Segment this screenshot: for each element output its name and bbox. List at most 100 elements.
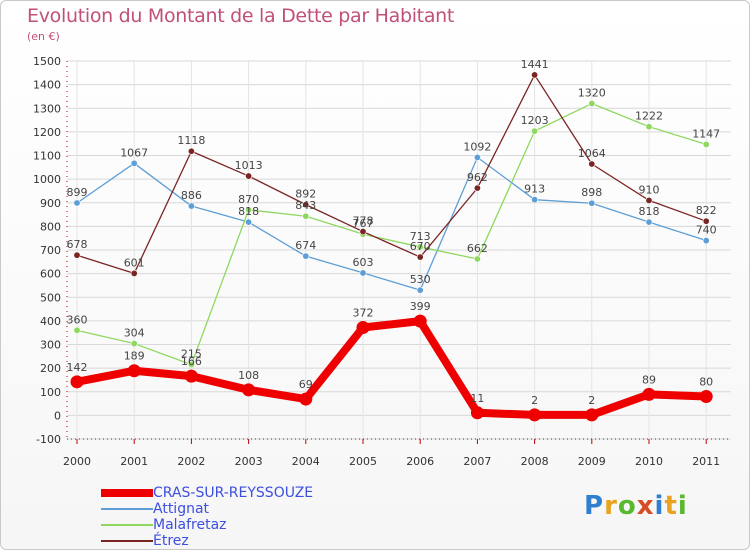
data-label-cras-sur-reyssouze: 372 (353, 306, 374, 319)
data-label-malafretaz: 1320 (578, 87, 606, 100)
data-point-etrez (187, 147, 195, 155)
series-line-etrez (76, 74, 707, 275)
chart-subtitle: (en €) (27, 30, 60, 43)
legend-swatch (101, 508, 153, 510)
data-point-cras-sur-reyssouze (642, 387, 656, 401)
legend-swatch (101, 489, 153, 497)
x-tick-label: 2009 (578, 455, 606, 468)
y-tick-label: 1100 (33, 150, 61, 163)
data-label-attignat: 886 (181, 189, 202, 202)
y-tick-label: 500 (40, 291, 61, 304)
data-label-etrez: 892 (295, 188, 316, 201)
data-point-malafretaz (416, 243, 424, 251)
data-label-cras-sur-reyssouze: 142 (67, 361, 88, 374)
data-label-malafretaz: 662 (467, 242, 488, 255)
data-label-malafretaz: 215 (181, 348, 202, 361)
data-point-cras-sur-reyssouze (70, 375, 84, 389)
data-point-malafretaz (130, 340, 138, 348)
data-point-etrez (588, 160, 596, 168)
data-point-attignat (130, 159, 138, 167)
data-label-attignat: 1067 (120, 146, 148, 159)
legend-swatch (101, 540, 153, 542)
x-tick-label: 2004 (292, 455, 320, 468)
data-label-attignat: 898 (581, 186, 602, 199)
data-label-attignat: 1092 (463, 140, 491, 153)
data-label-etrez: 1118 (177, 134, 205, 147)
data-point-malafretaz (473, 255, 481, 263)
data-label-cras-sur-reyssouze: 2 (588, 394, 595, 407)
x-tick-label: 2005 (349, 455, 377, 468)
legend: CRAS-SUR-REYSSOUZE Attignat Malafretaz Étre… (101, 485, 313, 549)
data-point-etrez (245, 172, 253, 180)
y-tick-label: 0 (54, 409, 61, 422)
data-point-attignat (473, 153, 481, 161)
data-point-attignat (702, 237, 710, 245)
y-tick-label: -100 (36, 433, 61, 446)
data-label-cras-sur-reyssouze: 399 (410, 300, 431, 313)
grid-layer (67, 60, 731, 440)
data-label-etrez: 1013 (235, 159, 263, 172)
legend-item-malafretaz: Malafretaz (101, 517, 313, 533)
data-label-etrez: 822 (696, 204, 717, 217)
data-label-attignat: 913 (524, 183, 545, 196)
data-label-cras-sur-reyssouze: 69 (299, 378, 313, 391)
x-tick-label: 2002 (177, 455, 205, 468)
y-tick-label: 1400 (33, 79, 61, 92)
data-label-malafretaz: 767 (353, 217, 374, 230)
data-point-malafretaz (702, 140, 710, 148)
data-label-etrez: 1064 (578, 147, 606, 160)
y-tick-label: 900 (40, 197, 61, 210)
data-point-malafretaz (73, 326, 81, 334)
series-line-cras-sur-reyssouze (73, 317, 711, 419)
data-point-attignat (531, 196, 539, 204)
y-tick-label: 1200 (33, 126, 61, 139)
chart-title: Evolution du Montant de la Dette par Hab… (27, 5, 455, 27)
data-point-etrez (702, 217, 710, 225)
y-tick-label: 700 (40, 244, 61, 257)
data-point-malafretaz (302, 212, 310, 220)
data-point-malafretaz (187, 361, 195, 369)
data-point-cras-sur-reyssouze (184, 369, 198, 383)
data-point-etrez (473, 184, 481, 192)
data-label-etrez: 601 (124, 256, 145, 269)
y-tick-label: 1000 (33, 173, 61, 186)
data-label-malafretaz: 304 (124, 327, 145, 340)
data-point-attignat (302, 252, 310, 260)
data-label-etrez: 670 (410, 240, 431, 253)
legend-label: CRAS-SUR-REYSSOUZE (153, 485, 314, 501)
y-tick-label: 300 (40, 339, 61, 352)
series-layer (70, 71, 713, 422)
x-tick-label: 2008 (521, 455, 549, 468)
data-label-etrez: 1441 (521, 58, 549, 71)
data-point-malafretaz (531, 127, 539, 135)
data-label-malafretaz: 360 (67, 313, 88, 326)
data-point-etrez (73, 251, 81, 259)
data-label-attignat: 603 (353, 256, 374, 269)
data-point-malafretaz (645, 123, 653, 131)
x-tick-label: 2003 (235, 455, 263, 468)
data-point-cras-sur-reyssouze (528, 408, 542, 422)
y-tick-label: 1300 (33, 102, 61, 115)
data-point-etrez (302, 201, 310, 209)
legend-label: Malafretaz (153, 517, 227, 533)
data-label-malafretaz: 1222 (635, 110, 663, 123)
data-label-etrez: 962 (467, 171, 488, 184)
y-tick-label: 1500 (33, 55, 61, 68)
data-label-attignat: 899 (67, 186, 88, 199)
data-label-cras-sur-reyssouze: 80 (699, 375, 713, 388)
legend-item-cras-sur-reyssouze: CRAS-SUR-REYSSOUZE (101, 485, 313, 501)
data-label-cras-sur-reyssouze: 89 (642, 373, 656, 386)
data-point-etrez (416, 253, 424, 261)
data-point-etrez (359, 228, 367, 236)
data-label-layer: 899 1067 886 818 674 603 530 1092 913 898 818 740 36… (67, 58, 721, 407)
data-point-cras-sur-reyssouze (413, 314, 427, 328)
series-line-attignat (76, 156, 707, 291)
legend-swatch (101, 524, 153, 526)
x-tick-label: 2000 (63, 455, 91, 468)
data-point-cras-sur-reyssouze (299, 392, 313, 406)
data-label-attignat: 818 (639, 205, 660, 218)
data-label-malafretaz: 713 (410, 230, 431, 243)
data-point-cras-sur-reyssouze (356, 320, 370, 334)
